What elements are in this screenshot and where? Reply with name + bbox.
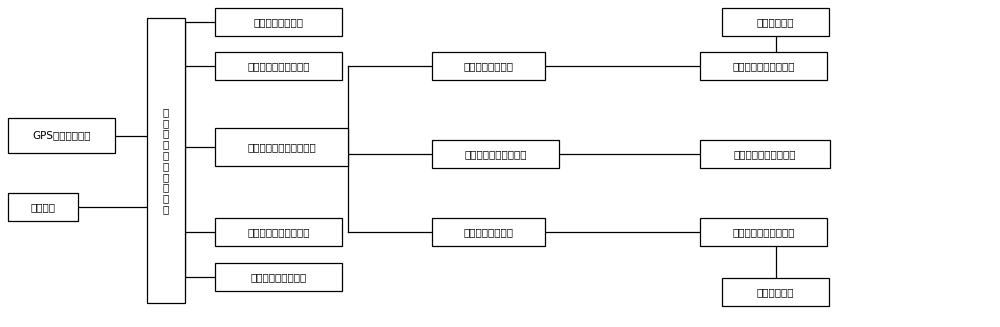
FancyBboxPatch shape bbox=[700, 218, 827, 246]
Text: 第二报警提示开关: 第二报警提示开关 bbox=[464, 227, 514, 237]
FancyBboxPatch shape bbox=[215, 52, 342, 80]
FancyBboxPatch shape bbox=[8, 193, 78, 221]
FancyBboxPatch shape bbox=[432, 218, 545, 246]
Text: 超载超速计算处理器单元: 超载超速计算处理器单元 bbox=[247, 142, 316, 152]
Text: 车辆类型备案单元: 车辆类型备案单元 bbox=[254, 17, 304, 27]
Text: 发动机参数采集单元: 发动机参数采集单元 bbox=[250, 272, 307, 282]
FancyBboxPatch shape bbox=[215, 218, 342, 246]
FancyBboxPatch shape bbox=[432, 52, 545, 80]
FancyBboxPatch shape bbox=[215, 263, 342, 291]
FancyBboxPatch shape bbox=[700, 140, 830, 168]
Text: 第
一
无
线
通
讯
传
输
单
元: 第 一 无 线 通 讯 传 输 单 元 bbox=[163, 107, 169, 214]
Text: GPS模拟定位单元: GPS模拟定位单元 bbox=[32, 130, 91, 141]
FancyBboxPatch shape bbox=[147, 18, 185, 303]
Text: 超载超速远程监控中心: 超载超速远程监控中心 bbox=[734, 149, 796, 159]
FancyBboxPatch shape bbox=[215, 8, 342, 36]
FancyBboxPatch shape bbox=[722, 8, 829, 36]
Text: 超速报警单元: 超速报警单元 bbox=[757, 287, 794, 297]
FancyBboxPatch shape bbox=[8, 118, 115, 153]
Text: 超载报警单元: 超载报警单元 bbox=[757, 17, 794, 27]
FancyBboxPatch shape bbox=[722, 278, 829, 306]
FancyBboxPatch shape bbox=[432, 140, 559, 168]
FancyBboxPatch shape bbox=[700, 52, 827, 80]
FancyBboxPatch shape bbox=[215, 128, 348, 166]
Text: 第一无线通讯传输单元: 第一无线通讯传输单元 bbox=[247, 227, 310, 237]
Text: 第二无线通讯传输单元: 第二无线通讯传输单元 bbox=[732, 227, 795, 237]
Text: 第三无线通讯传输单元: 第三无线通讯传输单元 bbox=[464, 149, 527, 159]
Text: 第二无线通讯传输单元: 第二无线通讯传输单元 bbox=[732, 61, 795, 71]
Text: 计时单元: 计时单元 bbox=[30, 202, 56, 212]
Text: 第一报警提示开关: 第一报警提示开关 bbox=[464, 61, 514, 71]
Text: 第一无线通讯传输单元: 第一无线通讯传输单元 bbox=[247, 61, 310, 71]
